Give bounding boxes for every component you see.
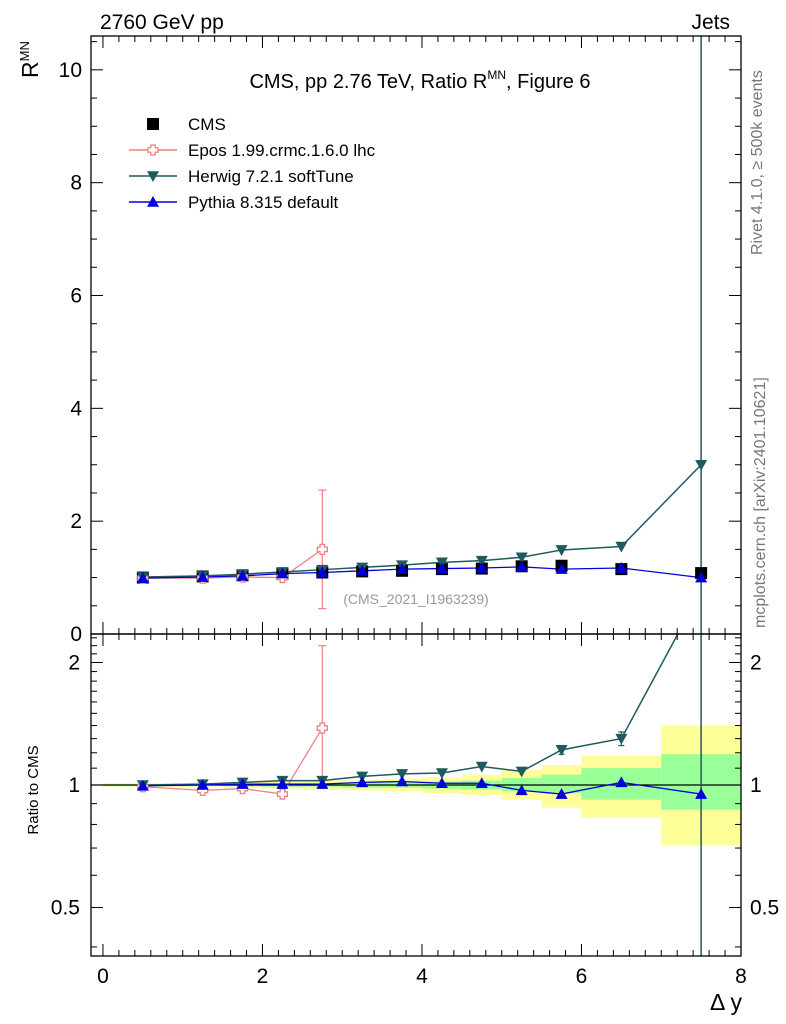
legend-entry: Epos 1.99.crmc.1.6.0 lhc bbox=[129, 141, 376, 160]
pythia-point bbox=[615, 561, 628, 573]
legend: CMS Epos 1.99.crmc.1.6.0 lhc Herwig 7.2.1 … bbox=[129, 115, 376, 212]
legend-marker bbox=[147, 196, 159, 207]
ratio-frame bbox=[90, 633, 742, 957]
main-ylabel: RMN bbox=[17, 41, 43, 78]
legend-label: Herwig 7.2.1 softTune bbox=[188, 167, 354, 186]
analysis-id-label: (CMS_2021_I1963239) bbox=[343, 591, 489, 607]
pythia-ratio-point bbox=[236, 778, 249, 789]
herwig-point bbox=[475, 555, 488, 567]
pythia-point bbox=[695, 571, 708, 583]
main-y-tick-label: 8 bbox=[70, 172, 82, 195]
chart-title-tail: , Figure 6 bbox=[506, 71, 590, 93]
herwig-point bbox=[515, 552, 528, 564]
mcplots-reference-label: mcplots.cern.ch [arXiv:2401.10621] bbox=[752, 377, 769, 628]
epos-ratio-point bbox=[316, 722, 328, 734]
main-y-tick-label: 2 bbox=[70, 510, 82, 533]
herwig-ratio-point bbox=[555, 745, 568, 756]
x-tick-label: 2 bbox=[257, 965, 269, 988]
xlabel: Δ y bbox=[710, 989, 742, 1015]
herwig-line bbox=[142, 464, 702, 578]
main-ylabel-base: R bbox=[17, 61, 43, 78]
rivet-version-label: Rivet 4.1.0, ≥ 500k events bbox=[749, 70, 766, 255]
legend-label: Epos 1.99.crmc.1.6.0 lhc bbox=[188, 141, 376, 160]
pythia-ratio-point bbox=[316, 778, 329, 789]
header-category-label: Jets bbox=[691, 11, 730, 34]
legend-marker bbox=[147, 144, 159, 156]
chart-title-main: CMS, pp 2.76 TeV, Ratio R bbox=[249, 71, 487, 93]
pythia-point bbox=[236, 569, 249, 581]
header-energy-label: 2760 GeV pp bbox=[100, 11, 224, 34]
legend-entry: Herwig 7.2.1 softTune bbox=[129, 167, 354, 186]
pythia-ratio-point bbox=[555, 788, 568, 799]
pythia-ratio-point bbox=[196, 778, 209, 790]
ratio-y-tick-label-right: 2 bbox=[750, 652, 762, 675]
pythia-point bbox=[475, 561, 488, 573]
ratio-y-tick-label-left: 2 bbox=[68, 652, 80, 675]
chart-title-sup: MN bbox=[487, 68, 506, 82]
x-tick-label: 6 bbox=[576, 965, 588, 988]
legend-marker bbox=[147, 118, 159, 130]
main-y-tick-label: 0 bbox=[70, 623, 82, 646]
ratio-ylabel: Ratio to CMS bbox=[25, 745, 42, 834]
pythia-point bbox=[555, 563, 568, 574]
legend-entry: CMS bbox=[147, 115, 226, 134]
herwig-point bbox=[555, 545, 568, 556]
herwig-ratio-point bbox=[475, 761, 488, 773]
pythia-ratio-point bbox=[475, 777, 488, 789]
x-tick-label: 4 bbox=[416, 965, 428, 988]
legend-entry: Pythia 8.315 default bbox=[129, 193, 339, 212]
herwig-ratio-point bbox=[396, 769, 409, 780]
pythia-point bbox=[515, 560, 528, 572]
herwig-ratio-point bbox=[435, 768, 448, 780]
herwig-ratio-point bbox=[615, 733, 628, 745]
pythia-ratio-point bbox=[356, 776, 369, 788]
pythia-ratio-point bbox=[435, 777, 448, 789]
herwig-point bbox=[695, 459, 708, 471]
pythia-ratio-point bbox=[136, 779, 149, 791]
pythia-point bbox=[136, 572, 149, 583]
pythia-point bbox=[435, 562, 448, 574]
ratio-y-tick-label-left: 0.5 bbox=[51, 896, 80, 919]
main-y-tick-label: 10 bbox=[59, 59, 82, 82]
ratio-y-tick-label-right: 1 bbox=[750, 774, 762, 797]
legend-label: Pythia 8.315 default bbox=[188, 193, 339, 212]
legend-marker bbox=[147, 171, 159, 182]
pythia-ratio-point bbox=[695, 788, 708, 799]
ratio-y-tick-label-right: 0.5 bbox=[750, 896, 779, 919]
cms-uncertainty-band-inner bbox=[541, 774, 582, 794]
pythia-point bbox=[196, 571, 209, 582]
ratio-panel: 0 2 4 6 8 0.5 0.5 1 1 2 2 bbox=[51, 633, 779, 988]
epos-point bbox=[316, 543, 328, 556]
x-tick-label: 0 bbox=[97, 965, 109, 988]
x-tick-label: 8 bbox=[735, 965, 747, 988]
herwig-point bbox=[615, 541, 628, 553]
herwig-ratio-point bbox=[515, 766, 528, 778]
main-axis-ticks: 0 2 4 6 8 10 bbox=[59, 36, 742, 646]
main-y-tick-label: 6 bbox=[70, 285, 82, 308]
ratio-y-tick-label-left: 1 bbox=[68, 774, 80, 797]
main-y-tick-label: 4 bbox=[70, 397, 82, 420]
pythia-ratio-point bbox=[276, 778, 289, 789]
ratio-axis-ticks: 0 2 4 6 8 0.5 0.5 1 1 2 2 bbox=[51, 634, 779, 988]
pythia-point bbox=[356, 564, 369, 576]
pythia-point bbox=[396, 563, 409, 574]
legend-label: CMS bbox=[188, 115, 226, 134]
pythia-point bbox=[276, 567, 289, 579]
main-ylabel-sup: MN bbox=[17, 41, 32, 61]
main-panel: 0 2 4 6 8 10 CMS, pp 2.76 TeV, Ratio RMN, Fig… bbox=[59, 35, 742, 646]
pythia-point bbox=[316, 566, 329, 578]
epos-ratio-point bbox=[276, 788, 289, 800]
pythia-ratio-point bbox=[515, 784, 528, 796]
chart-title: CMS, pp 2.76 TeV, Ratio RMN, Figure 6 bbox=[249, 68, 590, 93]
ratio-series-layer bbox=[91, 633, 741, 956]
main-series-layer bbox=[136, 36, 708, 634]
pythia-ratio-point bbox=[396, 775, 409, 787]
pythia-ratio-point bbox=[615, 776, 628, 788]
